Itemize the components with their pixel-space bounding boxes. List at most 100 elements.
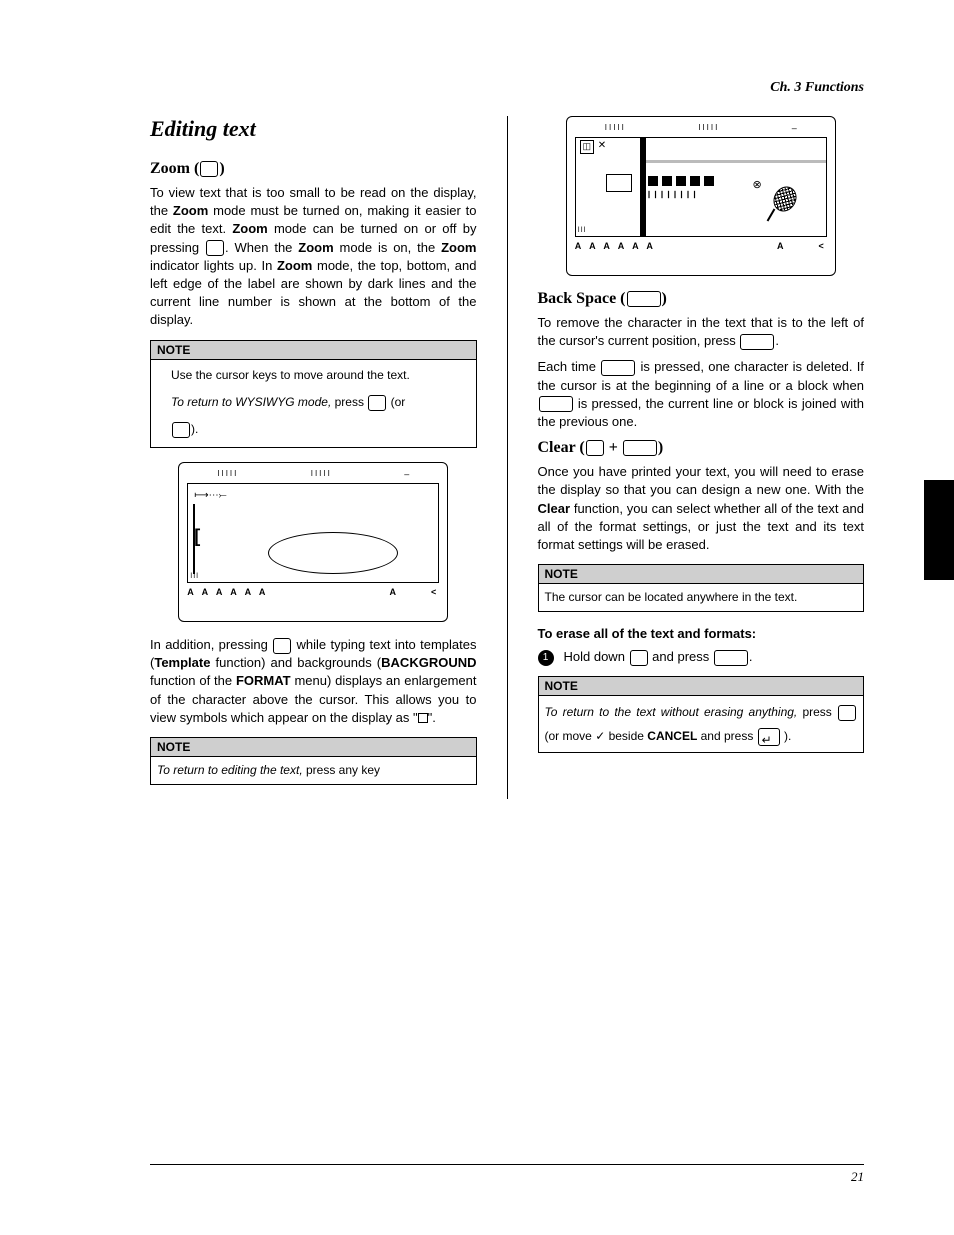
t: Each time (538, 359, 601, 374)
step-number-icon: 1 (538, 650, 554, 666)
key-icon (206, 240, 224, 256)
cursor-icon: [ (194, 526, 200, 547)
zoom-heading: Zoom () (150, 160, 477, 178)
block-row-icon (648, 176, 714, 186)
t: Zoom (173, 203, 208, 218)
ellipse-shape-icon (268, 532, 398, 574)
spacer (274, 587, 383, 597)
t: function, you can select whether all of … (538, 501, 865, 552)
note-header: NOTE (151, 341, 476, 360)
clear-note-2: NOTE To return to the text without erasi… (538, 676, 865, 753)
small-tick-icon: ⅼⅼⅼ (190, 572, 199, 580)
t: Zoom (277, 258, 312, 273)
lcd-display-1: ⅼⅼⅼⅼⅼ ⅼⅼⅼⅼⅼ – ⟼⋯⤚ [ ⅼⅼⅼ A A A A A A A (178, 462, 448, 622)
zoom-key-icon (200, 161, 218, 177)
t: . (749, 649, 753, 664)
t: ) (662, 290, 667, 307)
section-title: Editing text (150, 116, 477, 142)
racket-icon (774, 186, 796, 212)
t: To return to the text without erasing an… (545, 705, 798, 719)
t: ) (658, 439, 663, 456)
note-line: Use the cursor keys to move around the t… (171, 366, 468, 385)
t: BACKGROUND (381, 655, 476, 670)
t: In addition, pressing (150, 637, 272, 652)
key-icon (539, 396, 573, 412)
thick-edge-icon (640, 138, 646, 237)
check-icon: ✓ (595, 729, 605, 743)
small-box-icon (606, 174, 632, 192)
t: is pressed, the current line or block is… (538, 396, 865, 429)
note-body: The cursor can be located anywhere in th… (539, 584, 864, 611)
t: function) and backgrounds ( (210, 655, 381, 670)
backspace-heading: Back Space () (538, 290, 865, 308)
key-icon (172, 422, 190, 438)
close-icon: ✕ (598, 140, 608, 150)
page-number: 21 (851, 1169, 864, 1184)
t: ). (781, 729, 792, 743)
t: Zoom (232, 221, 267, 236)
step-1: 1 Hold down and press . (538, 649, 865, 666)
indicator-mid: A (777, 241, 787, 251)
target-icon: ⊗ (753, 178, 762, 191)
dash-row-icon: ⅼⅼⅼⅼⅼⅼⅼⅼ (648, 190, 700, 201)
zoom-paragraph-2: In addition, pressing while typing text … (150, 636, 477, 727)
key-icon (714, 650, 748, 666)
t: Hold down (564, 649, 629, 664)
enter-key-icon (758, 728, 780, 746)
indicator-left: A A A A A A (187, 587, 268, 597)
t: Clear (538, 501, 571, 516)
note-body: To return to editing the text, press any… (151, 757, 476, 784)
t: FORMAT (236, 673, 291, 688)
display-indicator-row: A A A A A A A < (187, 587, 439, 597)
tool-icon: ◫ (580, 140, 594, 154)
tick-icon: ⅼⅼⅼⅼⅼ (311, 469, 332, 479)
right-column: ⅼⅼⅼⅼⅼ ⅼⅼⅼⅼⅼ – ◫ ✕ ⅼⅼⅼⅼⅼⅼⅼⅼ ⊗ (538, 116, 865, 799)
t: . (775, 333, 779, 348)
note-line: To return to WYSIWYG mode, press (or (171, 393, 468, 412)
t: . When the (225, 240, 298, 255)
t: press (797, 705, 837, 719)
t: (or move (545, 729, 596, 743)
t: and press (649, 649, 713, 664)
indicator-mid: A (389, 587, 399, 597)
thumb-tab (924, 480, 954, 580)
note-body: To return to the text without erasing an… (539, 696, 864, 752)
note-header: NOTE (151, 738, 476, 757)
key-icon (586, 440, 604, 456)
key-icon (601, 360, 635, 376)
note-line: ). (171, 420, 468, 439)
note-header: NOTE (539, 565, 864, 584)
dash-icon: – (404, 469, 409, 479)
t: press (331, 395, 367, 409)
racket-handle-icon (766, 208, 775, 221)
key-icon (623, 440, 657, 456)
zoom-note-1: NOTE Use the cursor keys to move around … (150, 340, 477, 449)
zoom-note-2: NOTE To return to editing the text, pres… (150, 737, 477, 785)
clear-note-1: NOTE The cursor can be located anywhere … (538, 564, 865, 612)
display-indicator-row: A A A A A A A < (575, 241, 827, 251)
zoom-heading-post: ) (219, 160, 224, 177)
t: (or (387, 395, 405, 409)
spacer (662, 241, 771, 251)
note-body: Use the cursor keys to move around the t… (151, 360, 476, 448)
indicator-right: < (818, 241, 826, 251)
key-icon (630, 650, 648, 666)
key-icon (740, 334, 774, 350)
backspace-p1: To remove the character in the text that… (538, 314, 865, 350)
spacer (405, 587, 425, 597)
note-header: NOTE (539, 677, 864, 696)
t: Zoom (441, 240, 476, 255)
backspace-p2: Each time is pressed, one character is d… (538, 358, 865, 431)
t: indicator lights up. In (150, 258, 277, 273)
backspace-key-icon (627, 291, 661, 307)
tick-icon: ⅼⅼⅼⅼⅼ (217, 469, 238, 479)
chapter-heading: Ch. 3 Functions (150, 80, 864, 96)
spacer (792, 241, 812, 251)
two-column-layout: Editing text Zoom () To view text that i… (150, 116, 864, 799)
display-screen: ◫ ✕ ⅼⅼⅼⅼⅼⅼⅼⅼ ⊗ ⅼⅼⅼ (575, 137, 827, 237)
tick-icon: ⅼⅼⅼⅼⅼ (698, 123, 719, 133)
page-footer: 21 (150, 1164, 864, 1185)
clear-heading: Clear ( + ) (538, 439, 865, 457)
page: Ch. 3 Functions Editing text Zoom () To … (0, 0, 954, 859)
t: + (605, 439, 622, 456)
